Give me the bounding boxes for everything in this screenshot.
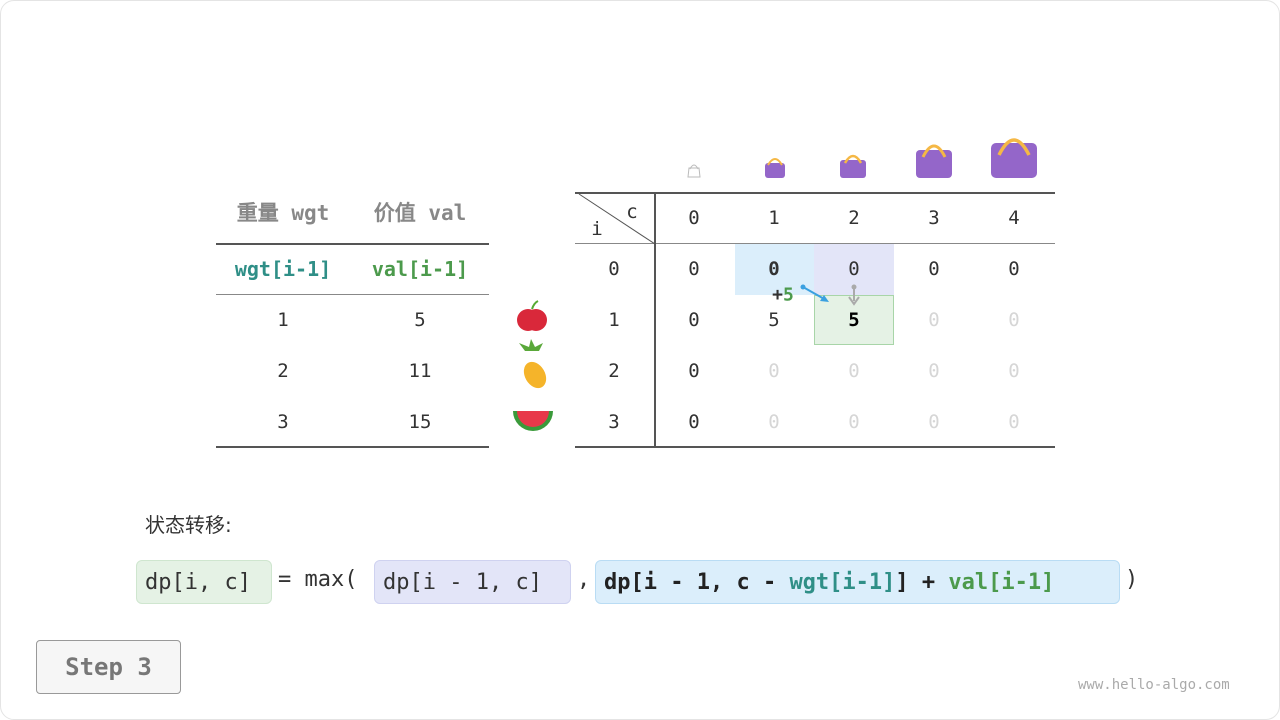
bag-icon-0 bbox=[687, 164, 701, 178]
dp-cell: 0 bbox=[848, 258, 860, 280]
watermark: www.hello-algo.com bbox=[1078, 677, 1230, 693]
plus-annotation: +5 bbox=[772, 284, 794, 306]
dp-cell: 0 bbox=[1008, 411, 1020, 433]
header-value: 价值 val bbox=[373, 201, 467, 225]
bag-icon-4 bbox=[991, 138, 1037, 178]
col-header: 0 bbox=[688, 207, 700, 229]
dp-cell: 0 bbox=[928, 360, 940, 382]
arrow-down bbox=[848, 284, 860, 306]
corner-i: i bbox=[591, 218, 603, 240]
knapsack-capacity-icons bbox=[687, 138, 1037, 178]
dp-cell: 0 bbox=[688, 309, 700, 331]
subheader-val: val[i-1] bbox=[371, 257, 469, 281]
dp-cell: 0 bbox=[768, 411, 780, 433]
divider bbox=[575, 192, 1055, 194]
formula-label: 状态转移: bbox=[145, 513, 232, 537]
corner-diagonal bbox=[578, 193, 655, 244]
row-header: 3 bbox=[608, 411, 620, 433]
pineapple-icon bbox=[519, 339, 547, 389]
subheader-wgt: wgt[i-1] bbox=[234, 257, 332, 281]
row-header: 2 bbox=[608, 360, 620, 382]
formula-lhs: dp[i, c] bbox=[136, 560, 272, 604]
corner-c: c bbox=[626, 201, 638, 223]
formula-eq: = max( bbox=[278, 567, 358, 592]
val-cell: 15 bbox=[408, 411, 432, 433]
apple-icon bbox=[517, 300, 547, 331]
dp-cell: 0 bbox=[1008, 258, 1020, 280]
dp-cell: 5 bbox=[848, 309, 860, 331]
formula-close: ) bbox=[1125, 567, 1139, 592]
header-weight: 重量 wgt bbox=[236, 201, 330, 225]
arrow-diagonal bbox=[800, 284, 829, 302]
transition-arrows bbox=[800, 284, 860, 306]
bag-icon-1 bbox=[765, 158, 785, 178]
formula-opt1: dp[i - 1, c] bbox=[374, 560, 571, 604]
col-header: 1 bbox=[768, 207, 780, 229]
dp-cell: 0 bbox=[928, 309, 940, 331]
formula-comma: , bbox=[577, 567, 591, 592]
dp-cell: 5 bbox=[768, 309, 780, 331]
dp-cell: 0 bbox=[768, 360, 780, 382]
bag-icon-2 bbox=[840, 154, 866, 178]
val-cell: 11 bbox=[408, 360, 432, 382]
dp-cell: 0 bbox=[848, 360, 860, 382]
divider bbox=[216, 294, 489, 295]
dp-cell: 0 bbox=[688, 360, 700, 382]
wgt-cell: 3 bbox=[277, 411, 289, 433]
col-header: 4 bbox=[1008, 207, 1020, 229]
divider bbox=[216, 446, 489, 448]
dp-cell: 0 bbox=[688, 411, 700, 433]
row-header: 1 bbox=[608, 309, 620, 331]
bag-icon-3 bbox=[916, 144, 952, 178]
col-header: 2 bbox=[848, 207, 860, 229]
watermelon-icon bbox=[513, 411, 553, 431]
dp-cell: 0 bbox=[688, 258, 700, 280]
divider bbox=[575, 446, 1055, 448]
dp-cell: 0 bbox=[1008, 360, 1020, 382]
dp-cell: 0 bbox=[928, 258, 940, 280]
dp-cell: 0 bbox=[1008, 309, 1020, 331]
divider bbox=[216, 243, 489, 245]
dp-cell: 0 bbox=[768, 258, 780, 280]
formula-opt2: dp[i - 1, c - wgt[i-1]] + val[i-1] bbox=[595, 560, 1120, 604]
divider bbox=[654, 193, 656, 447]
step-button[interactable]: Step 3 bbox=[36, 640, 181, 694]
val-cell: 5 bbox=[414, 309, 426, 331]
row-header: 0 bbox=[608, 258, 620, 280]
wgt-cell: 2 bbox=[277, 360, 289, 382]
divider bbox=[575, 243, 1055, 244]
item-icons bbox=[513, 300, 553, 431]
dp-cell: 0 bbox=[848, 411, 860, 433]
col-header: 3 bbox=[928, 207, 940, 229]
dp-cell: 0 bbox=[928, 411, 940, 433]
wgt-cell: 1 bbox=[277, 309, 289, 331]
